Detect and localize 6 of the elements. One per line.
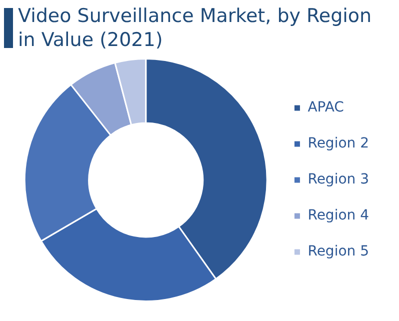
legend-label: Region 5 [308,244,370,260]
legend-label: Region 4 [308,208,370,224]
legend-label: APAC [308,100,344,116]
chart-title: Video Surveillance Market, by Region in Value (2021) [18,4,373,52]
legend-label: Region 3 [308,172,370,188]
legend-label: Region 2 [308,136,370,152]
